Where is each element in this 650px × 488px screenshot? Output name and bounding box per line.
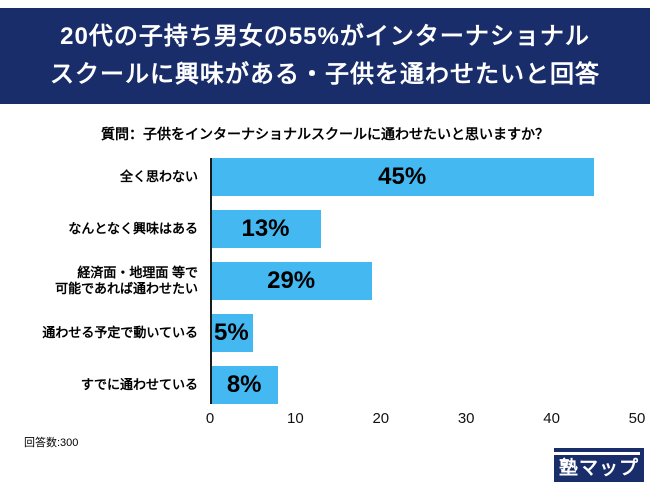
- header-title-line1: 20代の子持ち男女の55%がインターナショナル: [60, 23, 590, 50]
- value-label: 8%: [226, 371, 262, 398]
- bar-track: 45%: [210, 158, 637, 196]
- value-label: 45%: [378, 163, 427, 190]
- chart-row: なんとなく興味はある 13%: [0, 210, 650, 248]
- bar: 8%: [210, 366, 279, 404]
- header-banner: 20代の子持ち男女の55%がインターナショナル スクールに興味がある・子供を通わ…: [0, 8, 650, 104]
- bar-track: 29%: [210, 262, 637, 300]
- bar: 29%: [210, 262, 373, 300]
- chart-row: 全く思わない 45%: [0, 158, 650, 196]
- value-label: 5%: [214, 319, 249, 346]
- x-tick-label: 50: [628, 410, 646, 427]
- brand-logo: 塾マップ: [549, 448, 644, 482]
- category-label: 通わせる予定で動いている: [42, 325, 198, 340]
- chart-row: すでに通わせている 8%: [0, 366, 650, 404]
- value-label: 29%: [267, 267, 316, 294]
- respondent-count: 回答数:300: [24, 437, 79, 449]
- survey-question: 質問：子供をインターナショナルスクールに通わせたいと思いますか？: [101, 126, 549, 142]
- chart-row: 経済面・地理面 等で 可能であれば通わせたい 29%: [0, 262, 650, 300]
- bar: 45%: [210, 158, 595, 196]
- brand-logo-text: 塾マップ: [558, 458, 639, 479]
- x-tick-label: 30: [457, 410, 475, 427]
- category-label: 全く思わない: [119, 169, 198, 184]
- x-tick-label: 20: [372, 410, 390, 427]
- logo-accent-line: [549, 452, 640, 455]
- bar-track: 8%: [210, 366, 637, 404]
- y-axis-line: [210, 158, 212, 404]
- chart-row: 通わせる予定で動いている 5%: [0, 314, 650, 352]
- x-tick-label: 40: [543, 410, 560, 427]
- bar: 13%: [210, 210, 322, 248]
- x-axis: 0 10 20 30 40 50: [206, 410, 646, 428]
- category-label: 経済面・地理面 等で 可能であれば通わせたい: [55, 265, 198, 296]
- x-tick-label: 0: [205, 410, 215, 427]
- bar-track: 13%: [210, 210, 637, 248]
- bar-track: 5%: [210, 314, 637, 352]
- bar: 5%: [210, 314, 253, 352]
- header-title-line2: スクールに興味がある・子供を通わせたいと回答: [50, 61, 600, 88]
- chart-plot-area: 全く思わない 45% なんとなく興味はある 13% 経済面・地理面 等で 可能であれば通わ…: [0, 158, 650, 404]
- bar-chart: 全く思わない 45% なんとなく興味はある 13% 経済面・地理面 等で 可能であれば通わ…: [0, 158, 650, 428]
- x-tick-label: 10: [287, 410, 304, 427]
- category-label: なんとなく興味はある: [68, 221, 198, 236]
- category-label: すでに通わせている: [80, 377, 198, 392]
- value-label: 13%: [241, 215, 290, 242]
